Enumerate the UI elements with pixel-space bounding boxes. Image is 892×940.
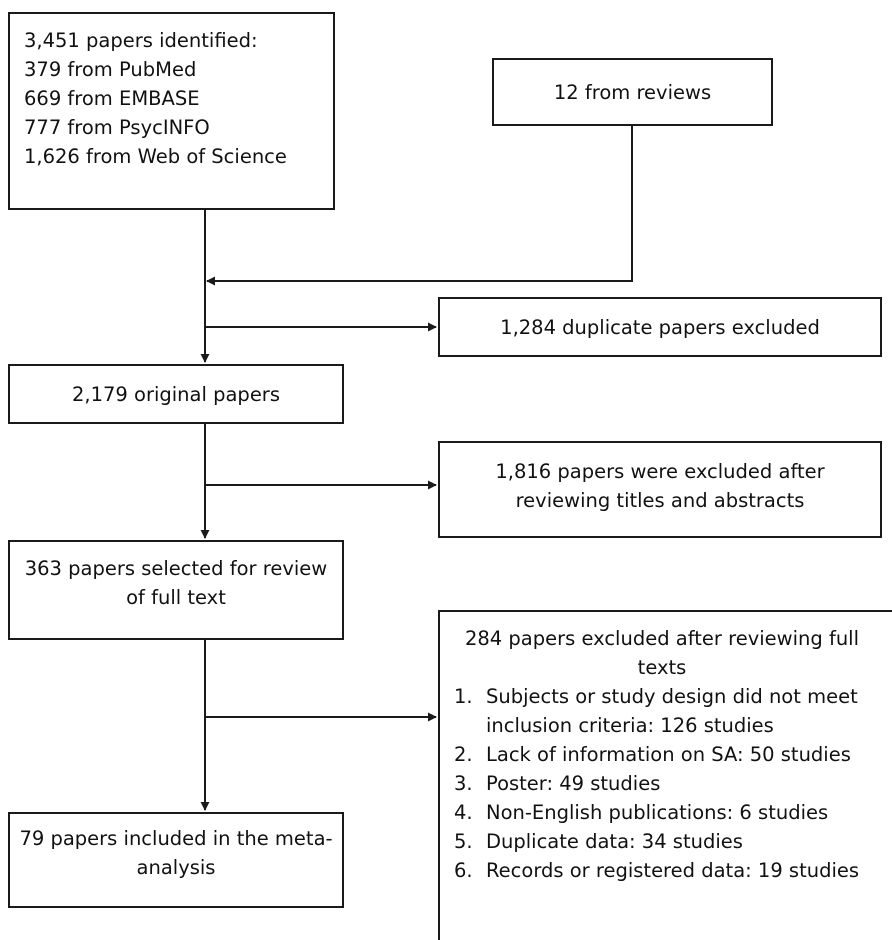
selected-line-2: of full text [126,586,226,609]
reviews-text: 12 from reviews [553,81,712,104]
reviews-box: 12 from reviews [492,58,773,126]
duplicates-excluded-box: 1,284 duplicate papers excluded [438,297,882,357]
arrow-reviews-to-main [206,126,633,286]
list-item-text: Subjects or study design did not meet in… [486,685,858,737]
duplicates-excluded-text: 1,284 duplicate papers excluded [500,316,820,339]
list-item: 3. Poster: 49 studies [454,769,892,798]
list-item: 4. Non-English publications: 6 studies [454,798,892,827]
list-item-number: 6. [454,859,473,882]
list-item: 1. Subjects or study design did not meet … [454,682,892,740]
list-item-number: 2. [454,743,473,766]
selected-for-review-box: 363 papers selected for review of full t… [8,540,344,640]
exclusion-reasons-list: 1. Subjects or study design did not meet … [440,682,892,885]
fulltext-excluded-heading: 284 papers excluded after reviewing full… [440,624,892,682]
identified-line-2: 379 from PubMed [24,58,197,81]
included-line-1: 79 papers included in the meta- [19,827,333,850]
list-item: 6. Records or registered data: 19 studies [454,856,892,885]
identified-line-3: 669 from EMBASE [24,87,200,110]
list-item-text: Poster: 49 studies [486,772,661,795]
original-papers-text: 2,179 original papers [72,383,280,406]
fulltext-heading-line-1: 284 papers excluded after reviewing full [464,627,860,650]
original-papers-box: 2,179 original papers [8,364,344,424]
selected-line-1: 363 papers selected for review [24,557,328,580]
titles-excluded-line-1: 1,816 papers were excluded after [495,460,825,483]
titles-excluded-line-2: reviewing titles and abstracts [515,489,805,512]
fulltext-excluded-box: 284 papers excluded after reviewing full… [438,610,892,940]
list-item: 5. Duplicate data: 34 studies [454,827,892,856]
list-item-number: 1. [454,685,473,708]
list-item-text: Non-English publications: 6 studies [486,801,829,824]
identified-line-5: 1,626 from Web of Science [24,145,287,168]
included-line-2: analysis [136,856,216,879]
list-item-text: Duplicate data: 34 studies [486,830,743,853]
list-item-text: Lack of information on SA: 50 studies [486,743,851,766]
list-item-text: Records or registered data: 19 studies [486,859,860,882]
papers-identified-box: 3,451 papers identified: 379 from PubMed… [8,12,335,210]
list-item-number: 5. [454,830,473,853]
included-meta-analysis-box: 79 papers included in the meta- analysis [8,812,344,908]
list-item-number: 3. [454,772,473,795]
identified-line-1: 3,451 papers identified: [24,29,258,52]
list-item-number: 4. [454,801,473,824]
identified-line-4: 777 from PsycINFO [24,116,210,139]
list-item: 2. Lack of information on SA: 50 studies [454,740,892,769]
fulltext-heading-line-2: texts [637,656,687,679]
titles-excluded-box: 1,816 papers were excluded after reviewi… [438,441,882,538]
